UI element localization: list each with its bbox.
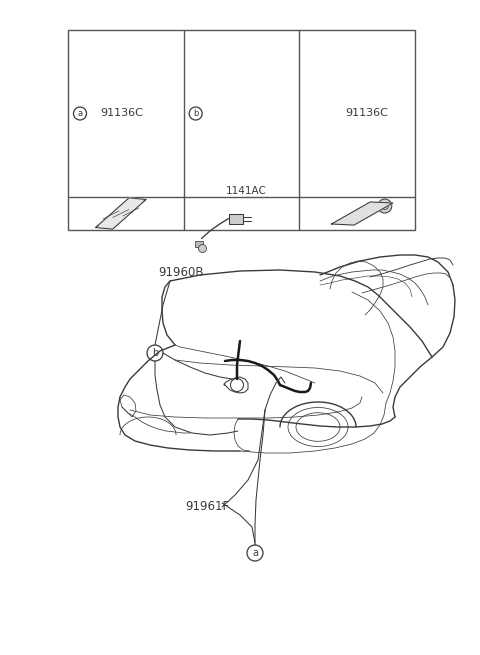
Text: 1141AC: 1141AC (226, 185, 267, 195)
Text: a: a (77, 109, 83, 118)
Text: a: a (252, 548, 258, 558)
Polygon shape (96, 198, 146, 229)
Circle shape (199, 244, 206, 252)
Text: b: b (152, 348, 158, 358)
Text: b: b (193, 109, 198, 118)
Text: 91960B: 91960B (158, 267, 204, 280)
Text: 91136C: 91136C (101, 109, 144, 119)
Circle shape (378, 199, 392, 213)
Polygon shape (332, 202, 393, 225)
FancyBboxPatch shape (194, 240, 203, 246)
FancyBboxPatch shape (228, 214, 242, 223)
Text: 91961F: 91961F (185, 500, 229, 514)
Text: 91136C: 91136C (346, 109, 389, 119)
